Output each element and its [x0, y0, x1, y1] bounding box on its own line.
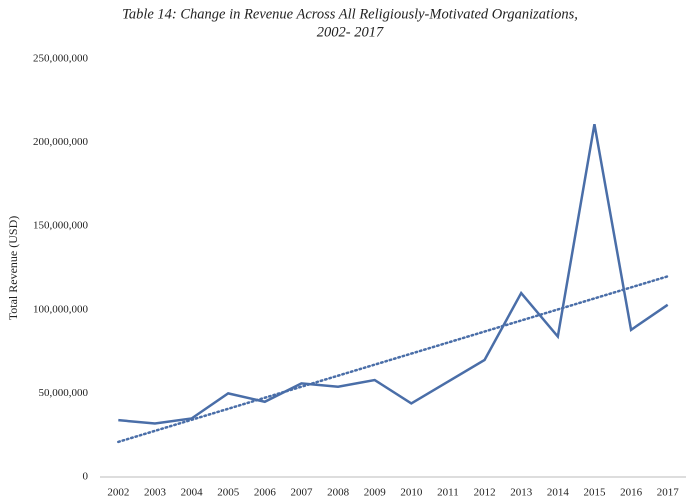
x-tick-label: 2014: [547, 487, 570, 499]
x-tick-label: 2017: [657, 487, 680, 499]
x-tick-label: 2011: [437, 487, 459, 499]
trend-line: [117, 275, 669, 444]
y-tick-label: 100,000,000: [33, 303, 89, 315]
x-tick-label: 2005: [217, 487, 240, 499]
chart-title: 2002- 2017: [317, 24, 384, 40]
y-tick-label: 0: [83, 471, 89, 483]
y-tick-label: 50,000,000: [39, 387, 89, 399]
x-tick-label: 2008: [327, 487, 350, 499]
x-tick-label: 2015: [583, 487, 606, 499]
series-line: [118, 123, 669, 425]
x-tick-label: 2009: [364, 487, 387, 499]
x-tick-label: 2016: [620, 487, 643, 499]
y-tick-label: 250,000,000: [33, 53, 89, 65]
y-tick-label: 200,000,000: [33, 136, 89, 148]
x-tick-label: 2010: [400, 487, 423, 499]
x-tick-label: 2007: [290, 487, 313, 499]
y-axis-label: Total Revenue (USD): [6, 216, 20, 320]
chart-title: Table 14: Change in Revenue Across All R…: [122, 6, 578, 22]
x-tick-label: 2002: [107, 487, 129, 499]
y-tick-label: 150,000,000: [33, 220, 89, 232]
x-tick-label: 2004: [181, 487, 204, 499]
x-tick-label: 2012: [474, 487, 496, 499]
x-tick-label: 2003: [144, 487, 167, 499]
x-tick-label: 2013: [510, 487, 533, 499]
x-tick-label: 2006: [254, 487, 277, 499]
